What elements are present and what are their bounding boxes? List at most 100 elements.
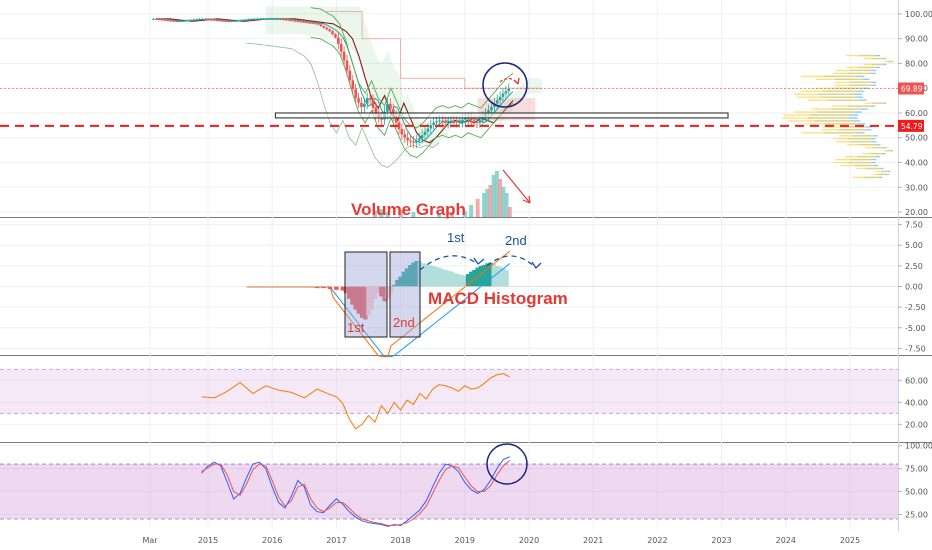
- macd-histogram-bar: [485, 263, 490, 287]
- macd-tick-label: -7.50: [905, 344, 926, 353]
- price-tick-label: 50.00: [905, 134, 928, 143]
- price-tick-label: 40.00: [905, 159, 928, 168]
- candle-body: [365, 98, 369, 104]
- volume-profile-bar: [883, 150, 892, 152]
- candle-body: [186, 20, 190, 22]
- volume-profile-bar: [872, 173, 888, 176]
- volume-bar: [501, 187, 506, 217]
- candle-body: [279, 18, 282, 20]
- macd-2nd-label-blue: 2nd: [505, 233, 527, 248]
- red-dashed-arrow: [499, 77, 519, 85]
- candle-body: [493, 103, 496, 107]
- candle-body: [334, 34, 337, 38]
- candle-body: [348, 70, 352, 81]
- candle-body: [163, 19, 167, 21]
- candle-body: [290, 20, 294, 22]
- price-tick-label: 90.00: [905, 35, 928, 44]
- candle-body: [152, 18, 155, 20]
- macd-histogram-bar: [420, 263, 426, 287]
- macd-histogram-bar: [478, 265, 484, 287]
- candle-body: [467, 118, 470, 120]
- candle-body: [368, 98, 372, 100]
- candle-body: [325, 27, 329, 30]
- candle-body: [360, 102, 363, 108]
- candle-body: [181, 20, 184, 22]
- macd-histogram-bar: [379, 286, 384, 297]
- candle-body: [195, 19, 199, 21]
- candle-body: [351, 80, 355, 90]
- candle-body: [273, 18, 277, 20]
- candle-body: [481, 116, 485, 121]
- candle-body: [209, 19, 213, 21]
- macd-tick-label: 5.00: [905, 241, 923, 250]
- price-tick-label: 20.00: [905, 208, 928, 217]
- volume-bar: [385, 212, 390, 217]
- macd-tick-label: -5.00: [905, 324, 926, 333]
- volume-profile-bar: [876, 170, 889, 173]
- candle-body: [178, 20, 181, 22]
- volume-profile-bar: [833, 161, 871, 164]
- price-badge: [898, 82, 924, 95]
- volume-profile-bar: [815, 78, 864, 80]
- macd-histogram-bar: [353, 286, 358, 310]
- candle-body: [423, 131, 427, 136]
- macd-histogram-bar: [356, 286, 362, 314]
- candle-body: [175, 21, 178, 23]
- volume-profile-bar: [839, 135, 874, 137]
- volume-profile-bar: [835, 84, 872, 86]
- volume-profile: [781, 54, 894, 179]
- volume-bar: [504, 193, 509, 217]
- candle-body: [316, 23, 320, 25]
- candle-body: [345, 60, 349, 71]
- candle-body: [406, 137, 409, 141]
- highlight-circle-stoch: [486, 443, 528, 485]
- candle-body: [293, 20, 297, 22]
- candle-body: [160, 19, 164, 21]
- macd-histogram-bar: [465, 274, 471, 287]
- candle-body: [374, 107, 378, 115]
- macd-histogram-bar: [440, 269, 445, 287]
- macd-histogram-bar: [411, 262, 416, 287]
- x-tick-label: 2021: [583, 536, 603, 545]
- candle-body: [339, 43, 343, 52]
- candle-body: [276, 18, 279, 20]
- x-tick-label: 2017: [326, 536, 346, 545]
- volume-profile-bar: [823, 126, 867, 128]
- candle-body: [224, 20, 227, 22]
- volume-bar: [494, 171, 499, 217]
- stoch-tick-label: 25.00: [905, 510, 928, 519]
- stoch-tick-label: 75.00: [905, 465, 928, 474]
- macd-1st-label-red: 1st: [347, 320, 365, 335]
- volume-profile-bar: [846, 54, 877, 57]
- candle-body: [452, 120, 456, 122]
- macd-histogram-bar: [501, 268, 506, 287]
- volume-profile-bar: [884, 60, 893, 63]
- macd-histogram-bar: [363, 286, 368, 320]
- candle-body: [432, 122, 435, 126]
- volume-bar: [475, 199, 480, 217]
- candle-body: [435, 121, 438, 123]
- candle-body: [302, 21, 305, 23]
- candle-body: [259, 18, 262, 20]
- candle-body: [371, 99, 375, 108]
- volume-bar: [379, 209, 384, 217]
- candle-body: [389, 103, 392, 110]
- candle-body: [446, 121, 450, 123]
- candle-body: [183, 20, 187, 22]
- volume-graph-label: Volume Graph: [351, 200, 466, 219]
- candle-body: [172, 20, 175, 22]
- candle-body: [238, 20, 242, 22]
- candle-body: [363, 103, 366, 108]
- candle-body: [415, 140, 418, 143]
- price-tick-label: 80.00: [905, 59, 928, 68]
- candle-body: [417, 138, 421, 141]
- candle-body: [157, 19, 161, 21]
- candle-body: [478, 120, 482, 123]
- volume-profile-bar: [855, 167, 881, 170]
- candle-body: [192, 19, 196, 21]
- volume-bar: [488, 185, 493, 217]
- candle-body: [264, 18, 268, 20]
- volume-profile-bar: [783, 114, 850, 116]
- macd-histogram-bar: [388, 286, 394, 294]
